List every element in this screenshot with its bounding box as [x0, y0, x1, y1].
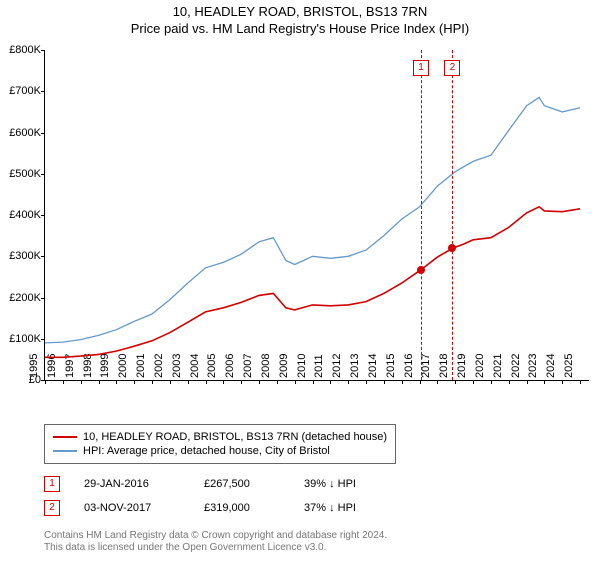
sale-marker-box: 2	[444, 60, 460, 76]
sale-pct: 37% ↓ HPI	[304, 502, 424, 514]
y-axis-label: £800K	[9, 44, 45, 56]
legend-swatch	[53, 436, 77, 438]
sale-marker-dot	[448, 244, 456, 252]
legend-item: 10, HEADLEY ROAD, BRISTOL, BS13 7RN (det…	[53, 431, 387, 443]
y-axis-label: £200K	[9, 292, 45, 304]
sale-date: 29-JAN-2016	[84, 478, 204, 490]
y-axis-label: £100K	[9, 333, 45, 345]
y-axis-label: £400K	[9, 209, 45, 221]
x-axis-label: 1995	[28, 354, 40, 384]
legend-label: 10, HEADLEY ROAD, BRISTOL, BS13 7RN (det…	[83, 431, 387, 443]
y-axis-label: £300K	[9, 250, 45, 262]
sale-marker-line	[421, 50, 422, 380]
sale-marker-box: 1	[413, 60, 429, 76]
y-axis-label: £600K	[9, 127, 45, 139]
sale-row: 2 03-NOV-2017£319,00037% ↓ HPI	[44, 500, 424, 516]
legend-swatch	[53, 450, 77, 452]
legend-item: HPI: Average price, detached house, City…	[53, 445, 387, 457]
page-subtitle: Price paid vs. HM Land Registry's House …	[0, 21, 600, 36]
page-title: 10, HEADLEY ROAD, BRISTOL, BS13 7RN	[0, 4, 600, 19]
footnote-line1: Contains HM Land Registry data © Crown c…	[44, 530, 387, 541]
sale-price: £267,500	[204, 478, 304, 490]
sale-date: 03-NOV-2017	[84, 502, 204, 514]
legend: 10, HEADLEY ROAD, BRISTOL, BS13 7RN (det…	[44, 424, 396, 464]
y-axis-label: £700K	[9, 85, 45, 97]
sale-row-marker: 1	[44, 476, 60, 492]
sale-price: £319,000	[204, 502, 304, 514]
footnote-line2: This data is licensed under the Open Gov…	[44, 542, 326, 553]
chart: £0£100K£200K£300K£400K£500K£600K£700K£80…	[44, 50, 589, 381]
sale-pct: 39% ↓ HPI	[304, 478, 424, 490]
series-hpi	[45, 97, 580, 343]
sale-marker-line	[452, 50, 453, 380]
legend-label: HPI: Average price, detached house, City…	[83, 445, 330, 457]
sale-row-marker: 2	[44, 500, 60, 516]
sale-row: 1 29-JAN-2016£267,50039% ↓ HPI	[44, 476, 424, 492]
sale-marker-dot	[417, 266, 425, 274]
series-property	[45, 207, 580, 357]
y-axis-label: £500K	[9, 168, 45, 180]
